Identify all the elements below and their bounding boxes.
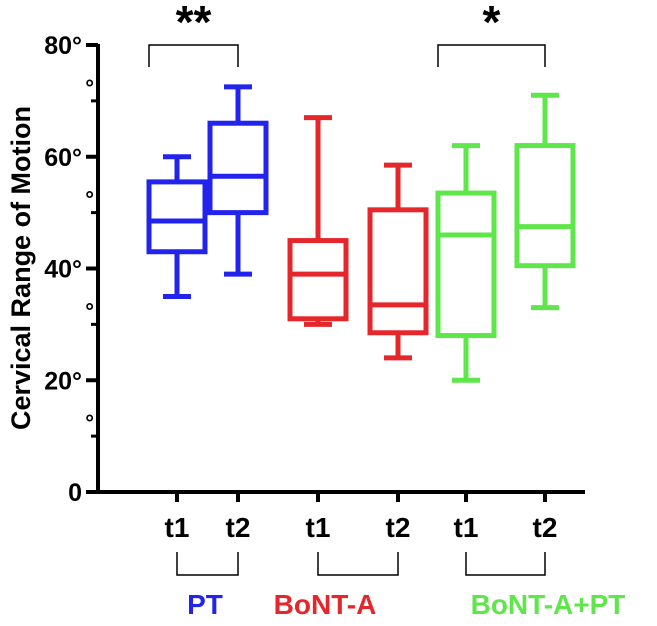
x-tick-label: t2 [386, 512, 411, 543]
y-tick-label: 80° [44, 32, 82, 60]
box-bont-a-pt-t2: t2 [514, 92, 576, 543]
box-bont-a-pt-t1: t1 [435, 143, 497, 543]
significance-bracket [148, 44, 239, 67]
x-tick-label: t1 [165, 512, 190, 543]
significance-label: * [483, 0, 501, 48]
x-tick-label: t1 [454, 512, 479, 543]
significance-label: ** [176, 0, 212, 48]
box-bont-a-t1: t1 [287, 115, 349, 543]
box-iqr [207, 120, 269, 216]
box-iqr [435, 190, 497, 339]
box-iqr [287, 238, 349, 322]
y-tick-label: 60° [44, 144, 82, 172]
y-minor-tick-glyph: ° [85, 187, 94, 212]
axes: 020°40°60°80°°°°° [44, 32, 585, 507]
box-pt-t1: t1 [146, 154, 208, 543]
y-minor-tick-glyph: ° [85, 75, 94, 100]
group-bracket [317, 552, 399, 576]
y-tick-label: 0 [68, 479, 82, 507]
group-label-bont-a-pt: BoNT-A+PT [471, 589, 626, 620]
annotations: ** * [148, 0, 546, 67]
x-tick-label: t2 [533, 512, 558, 543]
group-bracket [176, 552, 239, 576]
group-label-pt: PT [187, 589, 223, 620]
y-tick-label: 20° [44, 367, 82, 395]
box-iqr [367, 207, 429, 336]
significance-bracket [437, 44, 546, 67]
y-minor-tick-glyph: ° [85, 410, 94, 435]
group-labels: PT BoNT-A BoNT-A+PT [176, 552, 626, 620]
box-pt-t2: t2 [207, 84, 269, 543]
y-axis-label: Cervical Range of Motion [6, 106, 36, 430]
group-bracket [465, 552, 546, 576]
y-tick-label: 40° [44, 256, 82, 284]
box-iqr [514, 143, 576, 269]
box-bont-a-t2: t2 [367, 162, 429, 543]
y-minor-tick-glyph: ° [85, 298, 94, 323]
x-tick-label: t2 [226, 512, 251, 543]
x-tick-label: t1 [306, 512, 331, 543]
group-label-bont-a: BoNT-A [274, 589, 377, 620]
boxes: t1 t2 t1 t2 t1 t2 [146, 84, 576, 543]
box-iqr [146, 179, 208, 255]
